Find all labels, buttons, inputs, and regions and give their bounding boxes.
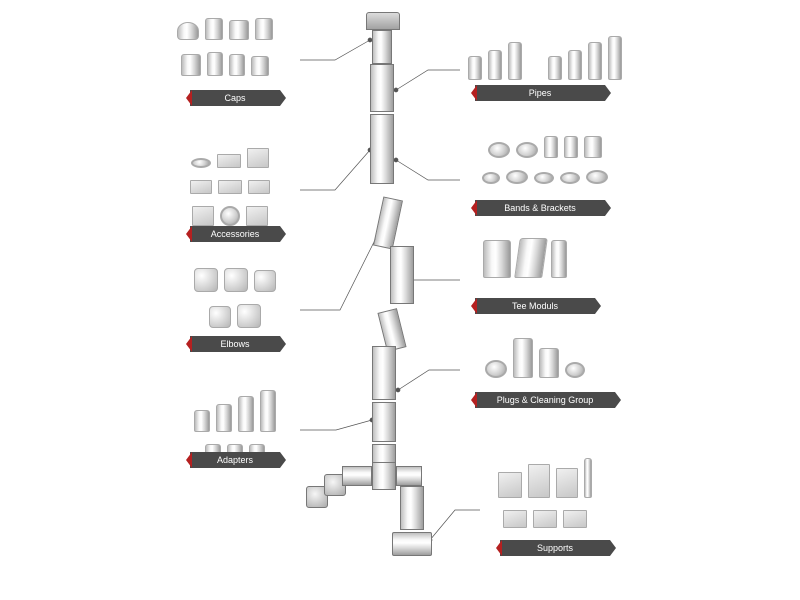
pipe-segment bbox=[372, 402, 396, 442]
adapters-label: Adapters bbox=[190, 452, 280, 468]
pipes-thumbs bbox=[445, 36, 645, 80]
branch-segment bbox=[400, 486, 424, 530]
diagram-canvas: Caps Pipes Accessories bbox=[0, 0, 800, 600]
pipes-label: Pipes bbox=[475, 85, 605, 101]
supports-thumbs bbox=[460, 458, 630, 528]
bands-label: Bands & Brackets bbox=[475, 200, 605, 216]
pipe-segment bbox=[373, 196, 403, 249]
pipe-segment bbox=[370, 64, 394, 112]
pipe-segment bbox=[372, 346, 396, 400]
tee-thumbs bbox=[460, 238, 590, 278]
caps-label: Caps bbox=[190, 90, 280, 106]
accessories-thumbs bbox=[160, 148, 300, 226]
assembly-cap bbox=[366, 12, 400, 30]
branch-segment bbox=[372, 462, 396, 490]
plugs-label: Plugs & Cleaning Group bbox=[475, 392, 615, 408]
plugs-thumbs bbox=[460, 338, 610, 378]
caps-thumbs bbox=[160, 18, 290, 76]
pipe-segment bbox=[390, 246, 414, 304]
pipe-segment bbox=[370, 114, 394, 184]
branch-segment bbox=[392, 532, 432, 556]
branch-segment bbox=[396, 466, 422, 486]
elbows-label: Elbows bbox=[190, 336, 280, 352]
elbows-thumbs bbox=[175, 268, 295, 328]
supports-label: Supports bbox=[500, 540, 610, 556]
bands-thumbs bbox=[440, 136, 650, 184]
pipe-segment bbox=[372, 30, 392, 64]
tee-label: Tee Moduls bbox=[475, 298, 595, 314]
branch-segment bbox=[342, 466, 372, 486]
accessories-label: Accessories bbox=[190, 226, 280, 242]
